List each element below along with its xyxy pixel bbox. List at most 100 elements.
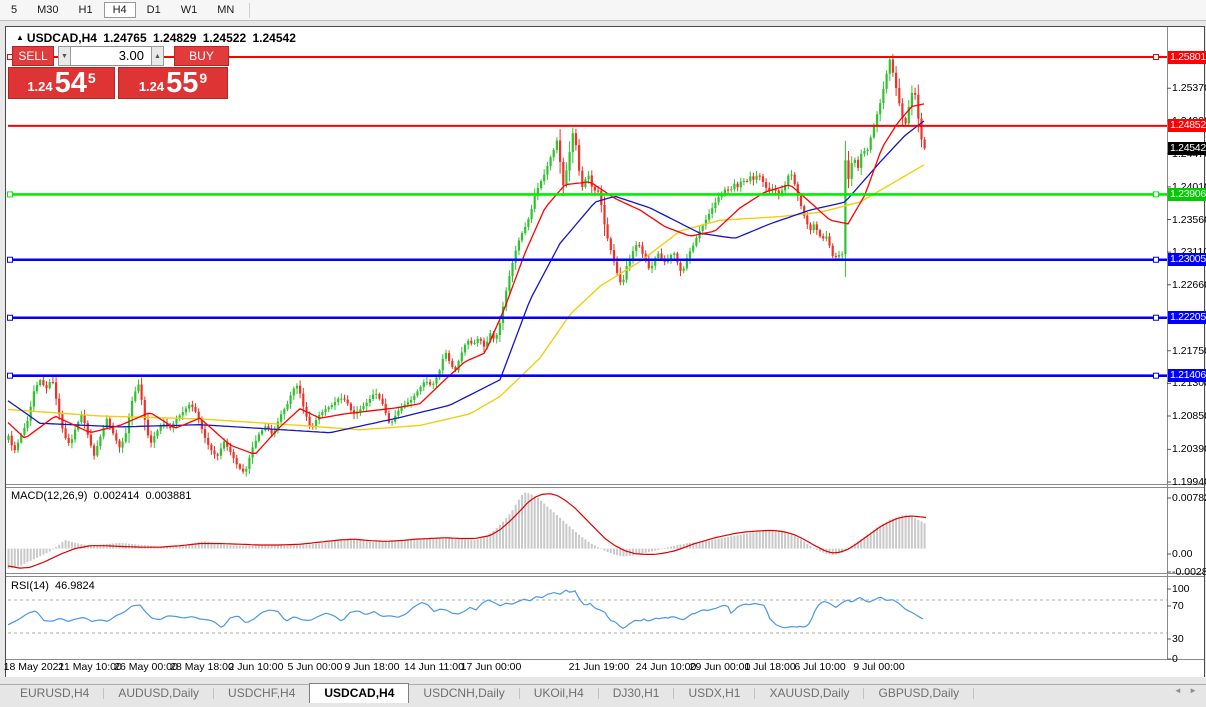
- price-tick-label: 1.22660: [1172, 278, 1206, 291]
- buy-price-prefix: 1.24: [138, 79, 165, 94]
- one-click-trade-widget: SELL ▼ 3.00 ▲ BUY 1.24 54 5 1.24 55 9: [8, 46, 229, 99]
- trade-controls-row: SELL ▼ 3.00 ▲ BUY: [12, 46, 229, 66]
- tab-scroll-right-icon[interactable]: ►: [1189, 686, 1197, 695]
- symbol-tab-DJ30[interactable]: DJ30,H1: [612, 686, 660, 700]
- rsi-scale-label: 100: [1172, 583, 1190, 595]
- time-axis-label: 29 Jun 00:00: [689, 661, 751, 673]
- macd-scale-label: 0.00: [1172, 548, 1193, 560]
- timeframe-button-MN[interactable]: MN: [217, 4, 235, 16]
- volume-input[interactable]: 3.00: [71, 46, 151, 66]
- macd-scale-label: 0.007826: [1172, 492, 1206, 504]
- time-axis-label: 28 May 18:00: [170, 661, 234, 673]
- chart-title: ▲ USDCAD,H4 1.24765 1.24829 1.24522 1.245…: [16, 31, 299, 45]
- symbol-tab-GBPUSD[interactable]: GBPUSD,Daily: [878, 686, 960, 700]
- price-tick-label: 1.20850: [1172, 410, 1206, 422]
- price-tick-label: 1.21750: [1172, 344, 1206, 357]
- symbol-tab-AUDUSD[interactable]: AUDUSD,Daily: [118, 686, 200, 700]
- rsi-scale-label: 30: [1172, 633, 1184, 645]
- buy-price-pipette: 9: [199, 70, 208, 86]
- price-level-label[interactable]: 1.24852: [1168, 119, 1206, 133]
- symbol-tab-EURUSD[interactable]: EURUSD,H4: [20, 686, 90, 700]
- timeframe-button-5[interactable]: 5: [11, 4, 18, 16]
- bar-open-value: 1.24765: [103, 31, 147, 45]
- price-level-label[interactable]: 1.25801: [1168, 50, 1206, 64]
- rsi-label: RSI(14) 46.9824: [11, 580, 98, 592]
- price-level-label[interactable]: 1.23906: [1168, 187, 1206, 201]
- buy-quote[interactable]: 1.24 55 9: [118, 67, 228, 99]
- tabbar-top-line: [0, 684, 1206, 685]
- price-tick-label: 1.23560: [1172, 213, 1206, 226]
- time-axis-label: 17 Jun 00:00: [460, 661, 522, 673]
- bar-close-value: 1.24542: [252, 31, 296, 45]
- timeframe-button-M30[interactable]: M30: [37, 4, 59, 16]
- rsi-scale-label: 0: [1172, 653, 1178, 665]
- symbol-tab-bar: EURUSD,H4 AUDUSD,Daily USDCHF,H4 USDCAD,H4 U…: [0, 677, 1206, 707]
- tab-divider: [103, 688, 105, 699]
- symbol-tab-USDCAD[interactable]: USDCAD,H4: [309, 683, 410, 703]
- current-price-label: 1.24542: [1168, 141, 1206, 155]
- macd-label: MACD(12,26,9) 0.002414 0.003881: [11, 490, 194, 502]
- tab-scroll-left-icon[interactable]: ◄: [1173, 686, 1182, 695]
- rsi-scale-label: 70: [1172, 600, 1184, 612]
- macd-main-value: 0.002414: [93, 490, 140, 502]
- timeframe-button-W1[interactable]: W1: [180, 4, 198, 16]
- price-tick-label: 1.25370: [1172, 82, 1206, 95]
- time-axis-label: 24 Jun 10:00: [635, 661, 697, 673]
- tab-divider: [863, 688, 865, 699]
- time-axis-label: 26 May 00:00: [114, 661, 178, 673]
- sell-price-prefix: 1.24: [27, 79, 53, 94]
- symbol-tab-USDX[interactable]: USDX,H1: [688, 686, 741, 700]
- timeframe-button-H1[interactable]: H1: [78, 4, 93, 16]
- symbol-period-label: USDCAD,H4: [26, 31, 97, 45]
- time-axis-label: 1 Jul 18:00: [744, 661, 796, 673]
- price-tick-label: 1.20390: [1172, 443, 1206, 456]
- time-axis-label: 9 Jul 00:00: [853, 661, 905, 673]
- time-axis-label: 5 Jun 00:00: [287, 661, 343, 673]
- price-level-label[interactable]: 1.22205: [1168, 311, 1206, 325]
- sell-quote[interactable]: 1.24 54 5: [8, 67, 115, 99]
- symbol-tab-USDCNH[interactable]: USDCNH,Daily: [423, 686, 505, 700]
- bar-high-value: 1.24829: [153, 31, 197, 45]
- bar-low-value: 1.24522: [202, 31, 247, 45]
- tab-divider: [973, 688, 975, 699]
- symbol-tab-UKOil[interactable]: UKOil,H4: [533, 686, 584, 700]
- volume-decrease-button[interactable]: ▼: [58, 46, 71, 66]
- tab-divider: [673, 688, 675, 699]
- time-axis-label: 14 Jun 11:00: [404, 661, 464, 673]
- time-axis-label: 18 May 2021: [3, 661, 65, 673]
- time-axis-label: 2 Jun 10:00: [228, 661, 284, 673]
- tab-divider: [597, 688, 599, 699]
- rsi-value: 46.9824: [54, 580, 95, 592]
- trade-quote-row: 1.24 54 5 1.24 55 9: [8, 67, 229, 99]
- macd-name: MACD(12,26,9): [11, 490, 88, 502]
- chart-window: [5, 26, 1205, 678]
- timeframe-button-D1[interactable]: D1: [146, 4, 161, 16]
- volume-increase-button[interactable]: ▲: [151, 46, 164, 66]
- symbol-tab-USDCHF[interactable]: USDCHF,H4: [228, 686, 296, 700]
- sell-button[interactable]: SELL: [12, 46, 54, 66]
- price-tick-label: 1.19940: [1172, 476, 1206, 488]
- sell-price-pipette: 5: [87, 70, 96, 86]
- spinner-up-icon: ▲: [154, 53, 161, 60]
- spinner-down-icon: ▼: [61, 53, 68, 60]
- sell-price-big: 54: [54, 67, 87, 99]
- buy-button[interactable]: BUY: [174, 46, 229, 66]
- time-axis-label: 21 Jun 19:00: [568, 661, 630, 673]
- timeframe-toolbar: 5 M30 H1 H4 D1 W1 MN: [0, 0, 1206, 21]
- collapse-triangle-icon[interactable]: ▲: [16, 33, 24, 42]
- macd-scale-label: -0.00285: [1172, 566, 1206, 578]
- time-axis-label: 6 Jul 10:00: [794, 661, 846, 673]
- rsi-name: RSI(14): [11, 580, 49, 592]
- price-level-label[interactable]: 1.23005: [1168, 253, 1206, 267]
- symbol-tab-XAUUSD[interactable]: XAUUSD,Daily: [769, 686, 850, 700]
- toolbar-separator: [249, 2, 251, 18]
- tab-scroll-arrows: ◄ ►: [1169, 686, 1197, 695]
- buy-price-big: 55: [166, 67, 199, 99]
- timeframe-button-H4[interactable]: H4: [103, 2, 136, 18]
- tab-divider: [213, 688, 215, 699]
- price-level-label[interactable]: 1.21406: [1168, 369, 1206, 383]
- symbol-tabs: EURUSD,H4 AUDUSD,Daily USDCHF,H4 USDCAD,H4 U…: [6, 683, 975, 703]
- time-axis-label: 9 Jun 18:00: [344, 661, 400, 673]
- time-axis-label: 21 May 10:00: [58, 661, 122, 673]
